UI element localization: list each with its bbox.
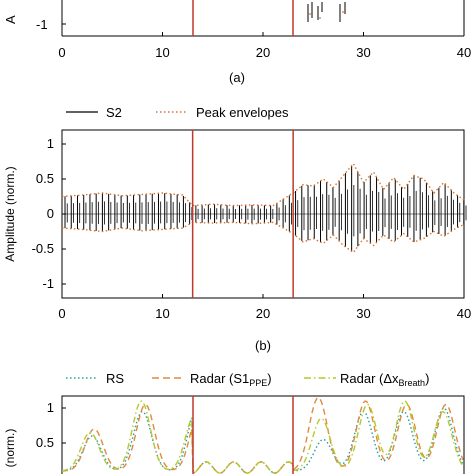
panel-b-envelope-upper bbox=[61, 162, 465, 207]
panel-b-xtick-label: 30 bbox=[356, 306, 370, 321]
legend-radar-breath-label: Radar (ΔxBreath) bbox=[340, 371, 429, 388]
legend-rs-label: RS bbox=[106, 371, 124, 386]
panel-a-envelope-dot bbox=[342, 11, 344, 13]
panel-b-xtick-label: 10 bbox=[155, 306, 169, 321]
panel-b-ylabel: Amplitude (norm.) bbox=[3, 166, 17, 261]
legend-envelope-label: Peak envelopes bbox=[196, 105, 289, 120]
panel-c-rs-curve bbox=[61, 407, 464, 474]
panel-c-radar-s1-curve bbox=[62, 396, 464, 474]
panel-c-plot-frame bbox=[61, 395, 465, 474]
panel-b-envelope-lower bbox=[61, 221, 465, 254]
panel-a-signal-fragment bbox=[307, 2, 346, 22]
panel-a-envelope-dot bbox=[309, 13, 311, 15]
panel-b-y-ticks: 1 0.5 0 -0.5 -1 bbox=[32, 136, 66, 291]
panel-c: RS Radar (S1PPE) Radar (ΔxBreath) (norm.… bbox=[3, 371, 465, 474]
panel-b-x-ticks: 0 10 20 30 40 bbox=[58, 294, 471, 321]
panel-a-xtick-label: 30 bbox=[356, 45, 370, 60]
panel-b-ytick-label: -1 bbox=[42, 276, 54, 291]
panel-b-ytick-label: -0.5 bbox=[32, 241, 54, 256]
panel-a-caption: (a) bbox=[229, 70, 245, 85]
panel-b-ytick-label: 0 bbox=[47, 206, 54, 221]
panel-a-xtick-label: 40 bbox=[457, 45, 471, 60]
panel-c-ytick-label: 1 bbox=[47, 400, 54, 415]
panel-a-xtick-label: 10 bbox=[155, 45, 169, 60]
panel-b-ytick-label: 1 bbox=[47, 136, 54, 151]
legend-radar-s1-label: Radar (S1PPE) bbox=[190, 371, 272, 388]
panel-a-xtick-label: 0 bbox=[58, 45, 65, 60]
panel-b-caption: (b) bbox=[255, 338, 271, 353]
panel-c-curves bbox=[61, 396, 464, 474]
panel-b-xtick-label: 20 bbox=[256, 306, 270, 321]
panel-a: A -1 0 10 20 30 40 (a) bbox=[3, 0, 471, 85]
panel-c-ytick-label: 0.5 bbox=[36, 435, 54, 450]
panel-b-ytick-label: 0.5 bbox=[36, 171, 54, 186]
panel-c-ylabel: (norm.) bbox=[3, 429, 17, 468]
panel-a-ytick-label: -1 bbox=[36, 17, 48, 32]
legend-s2-label: S2 bbox=[106, 105, 122, 120]
panel-c-radar-breath-curve bbox=[61, 400, 464, 474]
panel-a-x-ticks: 0 10 20 30 40 bbox=[58, 32, 471, 60]
panel-a-xtick-label: 20 bbox=[256, 45, 270, 60]
panel-b-s2-signal bbox=[62, 165, 467, 252]
panel-b-xtick-label: 40 bbox=[457, 306, 471, 321]
panel-a-envelope-dot bbox=[319, 17, 321, 19]
panel-b-xtick-label: 0 bbox=[58, 306, 65, 321]
panel-a-ylabel: A bbox=[3, 15, 18, 24]
panel-c-y-ticks: 10.5 bbox=[36, 400, 66, 450]
panel-b: S2 Peak envelopes Amplitude (norm.) 1 0.5… bbox=[3, 105, 471, 353]
